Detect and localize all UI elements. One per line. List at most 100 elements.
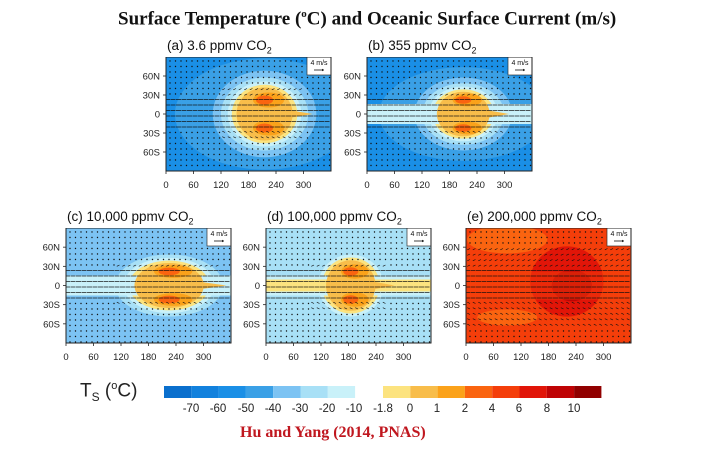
current-dot (107, 324, 110, 327)
current-dot (507, 159, 510, 161)
current-dot (284, 159, 287, 161)
current-dot (579, 236, 581, 239)
current-dot (235, 142, 237, 145)
current-dot (185, 153, 188, 156)
current-dot (628, 330, 631, 332)
current-dot (96, 319, 99, 321)
current-dot (395, 308, 398, 310)
current-arrow (621, 264, 625, 267)
current-dot (395, 247, 398, 250)
current-dot (480, 87, 482, 90)
current-dot (524, 148, 526, 150)
current-dot (357, 335, 359, 338)
current-arrow (461, 130, 465, 133)
current-dot (595, 236, 598, 239)
current-dot (113, 231, 115, 233)
current-dot (274, 302, 277, 305)
current-dot (173, 341, 176, 343)
current-dot (218, 164, 221, 167)
current-vectors (466, 231, 631, 343)
current-arrow (621, 312, 625, 315)
current-dot (269, 242, 271, 244)
current-dot (151, 341, 154, 343)
current-arrow (238, 130, 242, 133)
current-dot (218, 93, 221, 95)
current-dot (185, 131, 188, 134)
current-dot (474, 137, 477, 139)
current-arrow (626, 259, 630, 262)
current-dot (262, 142, 265, 145)
current-dot (452, 87, 455, 90)
current-dot (524, 82, 526, 84)
current-dot (423, 324, 425, 327)
current-dot (423, 302, 425, 305)
current-arrow (483, 130, 487, 133)
current-dot (217, 341, 220, 343)
current-dot (562, 341, 565, 343)
current-arrow (500, 307, 504, 310)
current-dot (129, 313, 132, 316)
current-dot (296, 247, 299, 250)
current-dot (195, 231, 198, 233)
x-tick-label: 180 (141, 352, 157, 363)
current-arrow (593, 318, 597, 321)
current-dot (191, 71, 193, 73)
current-dot (403, 153, 405, 156)
current-dot (323, 159, 325, 161)
current-dot (458, 164, 460, 167)
current-dot (401, 302, 403, 305)
current-arrow (489, 323, 493, 326)
current-dot (452, 164, 455, 167)
current-dot (157, 330, 159, 332)
current-dot (301, 153, 303, 156)
current-arrow (371, 307, 375, 310)
current-arrow (505, 301, 509, 304)
current-dot (224, 142, 226, 145)
current-dot (301, 159, 303, 161)
current-arrow (544, 248, 548, 251)
current-dot (218, 76, 221, 79)
current-dot (357, 319, 359, 321)
current-arrow (483, 307, 487, 310)
current-dot (392, 60, 394, 62)
current-dot (507, 148, 510, 150)
current-arrow (222, 136, 226, 139)
current-dot (229, 71, 232, 73)
current-dot (185, 87, 188, 90)
current-dot (162, 231, 165, 233)
current-dot (273, 71, 276, 73)
current-arrow (571, 318, 575, 321)
current-dot (313, 253, 315, 255)
current-arrow (505, 264, 509, 267)
current-arrow (344, 264, 348, 267)
current-arrow (582, 259, 586, 262)
current-dot (441, 159, 444, 161)
current-arrow (582, 323, 586, 326)
current-dot (428, 247, 431, 250)
current-dot (329, 236, 332, 239)
current-dot (392, 93, 394, 95)
current-dot (414, 137, 416, 139)
current-arrow (138, 301, 142, 304)
current-arrow (450, 130, 454, 133)
current-dot (228, 341, 231, 343)
current-dot (379, 324, 381, 327)
current-dot (180, 159, 182, 161)
current-dot (485, 65, 488, 68)
current-dot (85, 236, 88, 239)
current-dot (529, 148, 532, 150)
current-dot (540, 231, 543, 233)
y-tick-label: 30N (43, 262, 61, 273)
current-dot (129, 242, 132, 244)
current-dot (279, 164, 281, 167)
current-dot (357, 242, 359, 244)
current-dot (485, 137, 488, 139)
current-arrow (511, 259, 515, 262)
current-dot (180, 153, 182, 156)
current-arrow (155, 264, 159, 267)
current-dot (463, 137, 466, 139)
current-dot (284, 164, 287, 167)
current-dot (373, 242, 376, 244)
current-dot (430, 87, 433, 90)
